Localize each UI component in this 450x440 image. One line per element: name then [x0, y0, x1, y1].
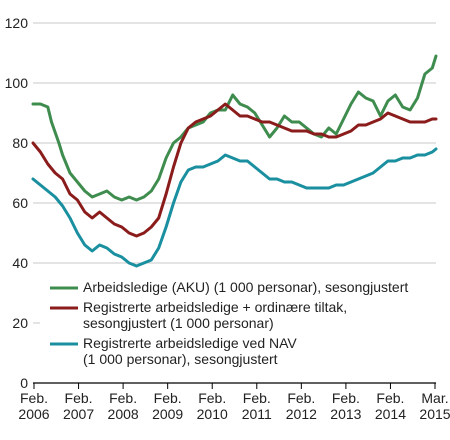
legend-label: Arbeidsledige (AKU) (1 000 personar), se… — [83, 279, 408, 295]
x-tick-label-year: 2012 — [286, 406, 317, 422]
legend-label: sesongjustert (1 000 personar) — [83, 315, 274, 331]
x-tick-label-month: Feb. — [243, 390, 271, 406]
series-line-2 — [31, 102, 438, 238]
x-tick-label-year: 2015 — [419, 406, 450, 422]
legend-background — [40, 278, 438, 378]
x-tick-label-year: 2014 — [375, 406, 406, 422]
x-tick-label-year: 2013 — [330, 406, 361, 422]
legend-label: Registrerte arbeidsledige + ordinære til… — [83, 299, 347, 315]
y-tick-label: 20 — [12, 315, 28, 331]
x-axis-ticks: Feb.2006Feb.2007Feb.2008Feb.2009Feb.2010… — [18, 383, 450, 422]
y-tick-label: 0 — [20, 375, 28, 391]
x-tick-label-month: Feb. — [376, 390, 404, 406]
legend: Arbeidsledige (AKU) (1 000 personar), se… — [40, 278, 438, 378]
x-tick-label-year: 2006 — [18, 406, 49, 422]
series-line-3 — [31, 147, 438, 268]
series-line-1 — [31, 54, 438, 202]
y-tick-label: 60 — [12, 195, 28, 211]
x-tick-label-month: Feb. — [109, 390, 137, 406]
y-tick-label: 80 — [12, 135, 28, 151]
x-tick-label-month: Feb. — [332, 390, 360, 406]
x-tick-label-month: Feb. — [20, 390, 48, 406]
x-tick-label-year: 2009 — [152, 406, 183, 422]
x-tick-label-month: Feb. — [287, 390, 315, 406]
x-tick-label-year: 2007 — [63, 406, 94, 422]
x-tick-label-month: Feb. — [65, 390, 93, 406]
x-tick-label-year: 2008 — [108, 406, 139, 422]
y-tick-label: 120 — [5, 15, 29, 31]
x-tick-label-month: Feb. — [154, 390, 182, 406]
x-tick-label-month: Mar. — [421, 390, 448, 406]
x-tick-label-month: Feb. — [198, 390, 226, 406]
y-tick-label: 40 — [12, 255, 28, 271]
y-tick-label: 100 — [5, 75, 29, 91]
legend-label: Registrerte arbeidsledige ved NAV — [83, 335, 297, 351]
y-axis-tick-labels: 0 20 40 60 80 100 120 — [5, 15, 29, 391]
x-tick-label-year: 2010 — [197, 406, 228, 422]
x-tick-label-year: 2011 — [242, 406, 272, 422]
legend-label: (1 000 personar), sesongjustert — [83, 351, 278, 367]
series-lines — [31, 54, 438, 268]
